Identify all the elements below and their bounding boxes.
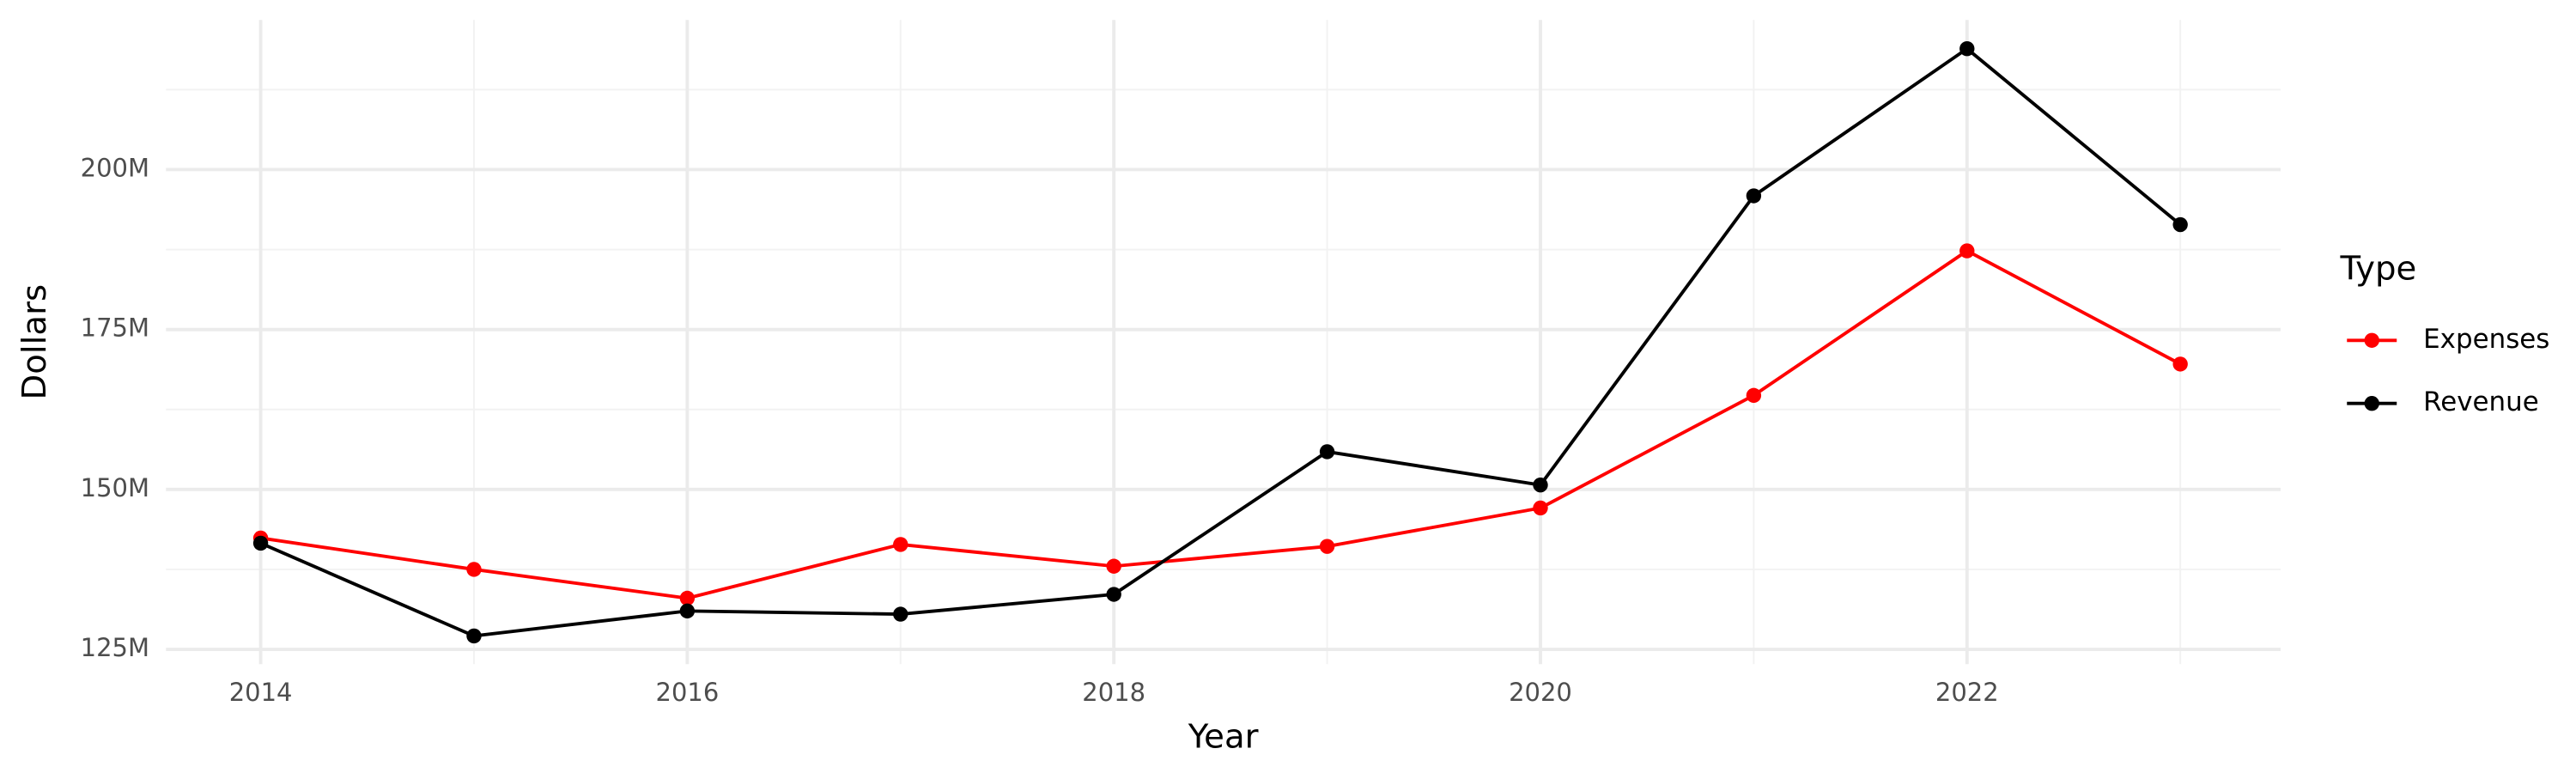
data-point [1746, 387, 1762, 404]
legend-key-point [2364, 396, 2379, 411]
series-line [259, 46, 2182, 638]
data-point [1319, 444, 1335, 460]
y-tick-label: 175M [81, 313, 149, 343]
data-point [2172, 216, 2188, 233]
data-point [679, 590, 696, 606]
x-tick-label: 2022 [1935, 678, 1999, 707]
data-point [1533, 500, 1548, 516]
data-point [466, 562, 482, 577]
y-tick-label: 200M [81, 153, 149, 182]
legend-label: Revenue [2423, 386, 2539, 417]
data-point [1106, 587, 1121, 602]
data-point [893, 537, 908, 552]
y-tick-label: 125M [81, 633, 149, 662]
legend-key-point [2364, 332, 2379, 348]
data-point [2172, 356, 2188, 372]
data-point [1746, 188, 1762, 204]
data-point [252, 535, 269, 551]
x-tick-label: 2020 [1509, 678, 1572, 707]
y-axis-title: Dollars [15, 284, 54, 400]
x-tick-label: 2018 [1082, 678, 1145, 707]
x-tick-label: 2014 [229, 678, 293, 707]
legend-label: Expenses [2423, 324, 2549, 355]
data-point [679, 603, 696, 619]
legend-title: Type [2340, 250, 2417, 289]
data-point [1959, 243, 1975, 259]
series-line [260, 248, 2182, 600]
data-point [1959, 41, 1975, 57]
data-point [1533, 477, 1548, 493]
data-point [466, 628, 482, 644]
x-tick-label: 2016 [656, 678, 720, 707]
data-point [893, 606, 908, 622]
x-axis-title: Year [1188, 718, 1259, 757]
data-point [1106, 558, 1121, 574]
y-tick-label: 150M [81, 473, 149, 502]
data-point [1319, 539, 1335, 554]
